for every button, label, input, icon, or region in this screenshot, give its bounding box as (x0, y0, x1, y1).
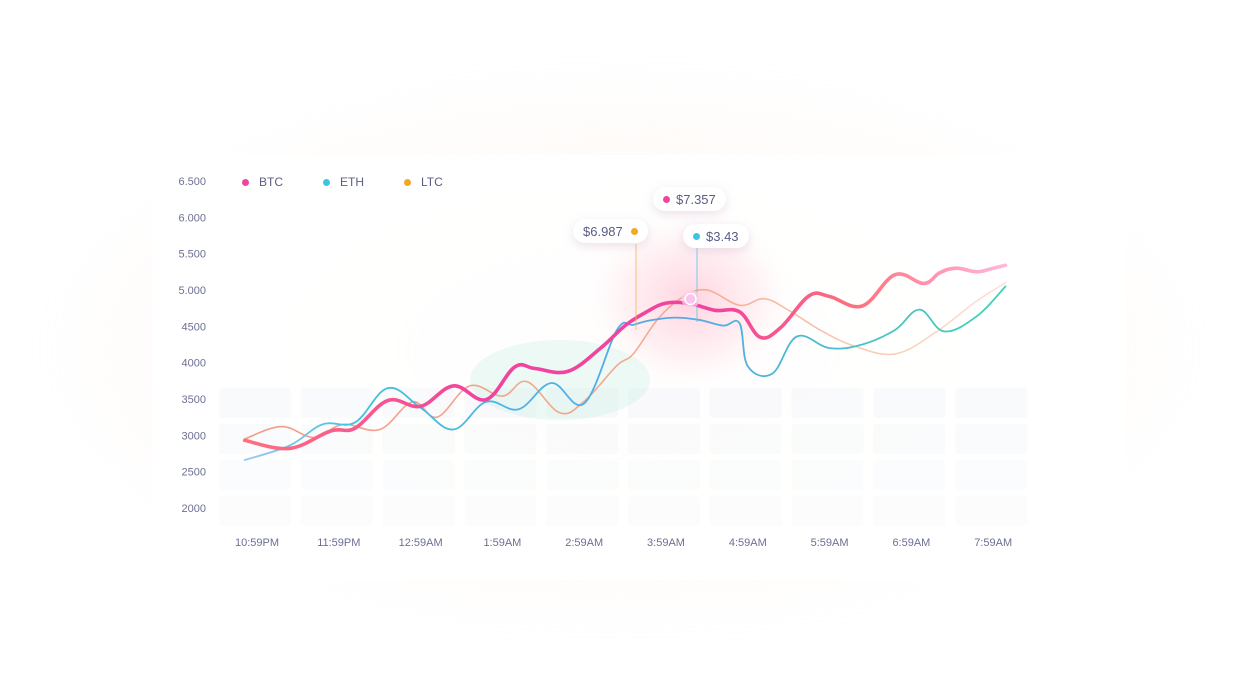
legend-item-ltc[interactable]: LTC (404, 174, 443, 190)
grid-cell (546, 460, 619, 490)
tooltip-eth: $3.43 (683, 224, 749, 248)
grid-cell (464, 424, 537, 454)
grid-cell (546, 496, 619, 526)
x-tick-label: 11:59PM (317, 537, 360, 549)
grid-cell (873, 424, 946, 454)
tooltip-btc-value: $7.357 (676, 191, 716, 207)
grid-cell (873, 388, 946, 418)
y-tick-label: 5.000 (178, 285, 206, 297)
legend-item-eth[interactable]: ETH (323, 174, 364, 190)
legend-item-btc[interactable]: BTC (242, 174, 283, 190)
grid-cell (709, 388, 782, 418)
grid-cell (300, 424, 373, 454)
grid-cell (791, 460, 864, 490)
grid-cell (628, 460, 700, 490)
grid-cell (955, 388, 1028, 418)
legend-btc-label: BTC (259, 175, 283, 189)
x-tick-label: 7:59AM (974, 537, 1012, 549)
tooltip-btc-dot (663, 195, 670, 203)
legend-ltc-label: LTC (421, 175, 443, 189)
grid-cell (628, 496, 700, 526)
grid-cell (546, 424, 619, 454)
grid-cell (219, 388, 291, 418)
grid-cell (955, 424, 1028, 454)
tooltip-eth-value: $3.43 (706, 228, 739, 244)
legend-ltc-dot (404, 178, 411, 186)
grid-cell (382, 460, 455, 490)
x-tick-label: 10:59PM (235, 537, 279, 549)
grid-cell (464, 388, 537, 418)
y-tick-label: 3500 (182, 394, 206, 406)
grid-cell (464, 460, 537, 490)
tooltip-ltc-dot (630, 227, 638, 235)
tooltip-eth-dot (693, 232, 700, 240)
legend-eth-label: ETH (340, 175, 364, 189)
y-tick-label: 4500 (182, 321, 206, 333)
x-tick-label: 1:59AM (483, 537, 521, 549)
grid-cell (628, 388, 700, 418)
grid-cell (464, 496, 537, 526)
legend-eth-dot (323, 178, 330, 186)
grid-cell (791, 388, 864, 418)
grid-cell (219, 460, 291, 490)
grid-cell (873, 496, 946, 526)
grid-cell (955, 460, 1028, 490)
legend-btc-dot (242, 178, 249, 186)
series-line-btc (242, 263, 1008, 451)
x-tick-label: 4:59AM (729, 537, 767, 549)
grid-cell (709, 496, 782, 526)
x-tick-label: 12:59AM (399, 537, 443, 549)
y-tick-label: 5.500 (178, 249, 206, 261)
grid-cell (382, 424, 455, 454)
y-tick-label: 2500 (182, 467, 206, 479)
y-tick-label: 6.000 (178, 212, 206, 224)
grid-cell (709, 460, 782, 490)
grid-cell (791, 424, 864, 454)
series-line-eth (243, 285, 1007, 461)
x-tick-label: 5:59AM (811, 537, 849, 549)
tooltip-ltc: $6.987 (573, 219, 648, 243)
series-line-ltc (243, 281, 1007, 440)
y-tick-label: 6.500 (178, 176, 206, 188)
grid-cell (382, 496, 455, 526)
y-tick-label: 2000 (182, 503, 206, 515)
grid-cell (709, 424, 782, 454)
grid-cell (955, 496, 1028, 526)
grid-cell (628, 424, 700, 454)
y-tick-label: 3000 (182, 430, 206, 442)
tooltip-ltc-value: $6.987 (583, 223, 623, 239)
glow-green (470, 340, 650, 420)
grid-cell (300, 460, 373, 490)
y-tick-label: 4000 (182, 358, 206, 370)
x-tick-label: 2:59AM (565, 537, 603, 549)
legend: BTC ETH LTC (242, 174, 483, 190)
grid-cell (219, 496, 291, 526)
x-tick-label: 6:59AM (892, 537, 930, 549)
grid-cell (873, 460, 946, 490)
x-tick-label: 3:59AM (647, 537, 685, 549)
grid-cell (300, 496, 373, 526)
grid-cell (300, 388, 373, 418)
tooltip-btc: $7.357 (653, 187, 726, 211)
highlight-dot[interactable] (684, 292, 697, 306)
grid-cell (791, 496, 864, 526)
